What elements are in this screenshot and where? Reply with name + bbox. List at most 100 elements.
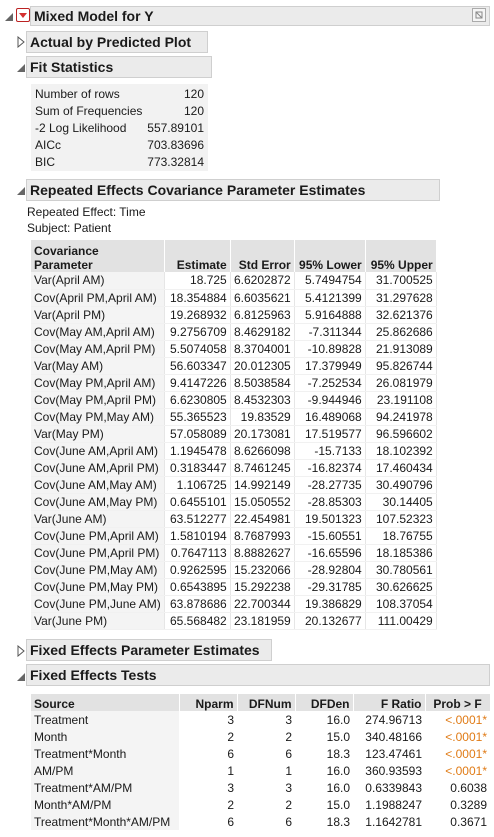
- row-label: Var(May PM): [31, 425, 165, 443]
- cell-value: 8.4629182: [230, 323, 295, 341]
- cell-value: -7.252534: [294, 374, 366, 392]
- fit-stat-value: 703.83696: [147, 138, 204, 152]
- row-label: Var(April PM): [31, 306, 165, 324]
- row-label: Cov(June PM,April AM): [31, 527, 165, 545]
- cell-value: 9.2756709: [164, 323, 231, 341]
- cell-value: 5.4121399: [294, 289, 366, 307]
- cell-value: -29.31785: [294, 578, 366, 596]
- table-row: Month 2 2 15.0 340.48166 <.0001*: [31, 728, 490, 745]
- fixed-effects-tests-toggle[interactable]: [16, 669, 26, 687]
- column-header[interactable]: 95% Lower: [294, 240, 366, 272]
- cell-value: 111.00429: [365, 612, 437, 630]
- row-label: Cov(June AM,April AM): [31, 442, 165, 460]
- column-header[interactable]: F Ratio: [353, 694, 426, 711]
- cell-value: 55.365523: [164, 408, 231, 426]
- fixed-effects-tests-title[interactable]: Fixed Effects Tests: [30, 667, 157, 683]
- cell-value: 19.268932: [164, 306, 231, 324]
- fixed-effects-tests-table: Source Nparm DFNum DFDen F Ratio Prob > F Tre…: [31, 694, 491, 830]
- cell-value: 123.47461: [365, 746, 422, 761]
- cell-value: 340.48166: [365, 729, 422, 744]
- column-header[interactable]: Prob > F: [425, 694, 491, 711]
- cell-value: 21.913089: [365, 340, 437, 358]
- cell-value: 2: [227, 729, 234, 744]
- covariance-table: Covariance Parameter Estimate Std Error 95%…: [31, 240, 437, 630]
- column-header[interactable]: Estimate: [164, 240, 231, 272]
- row-label: Var(May AM): [31, 357, 165, 375]
- cell-value: 15.0: [326, 797, 350, 812]
- table-row: Cov(June PM,April AM) 1.5810194 8.7687993-…: [31, 527, 437, 545]
- pin-icon[interactable]: [472, 8, 486, 22]
- fixed-effects-params-toggle[interactable]: [16, 644, 26, 662]
- cell-value: 16.489068: [294, 408, 366, 426]
- cell-value: 15.0: [326, 729, 350, 744]
- column-header[interactable]: Source: [31, 694, 180, 711]
- red-hotspot-triangle-icon: [19, 13, 27, 18]
- cell-value: 1: [227, 763, 234, 778]
- cell-value: 6.8125963: [230, 306, 295, 324]
- fixed-effects-tests-bar[interactable]: [26, 664, 490, 686]
- actual-by-predicted-title[interactable]: Actual by Predicted Plot: [30, 34, 192, 50]
- report-outline-toggle[interactable]: [4, 9, 14, 27]
- table-row: Cov(June AM,May AM) 1.106725 14.992149 -28.…: [31, 476, 437, 494]
- row-label: Cov(May PM,April AM): [31, 374, 165, 392]
- cell-value: 6: [285, 746, 292, 761]
- fit-statistics-title[interactable]: Fit Statistics: [30, 59, 114, 75]
- cell-value: 23.181959: [230, 612, 295, 630]
- cell-value: 6.6230805: [164, 391, 231, 409]
- cell-value: 20.012305: [230, 357, 295, 375]
- cell-value: 1.1642781: [365, 814, 422, 829]
- row-label: Var(June PM): [31, 612, 165, 630]
- cell-value: 8.7461245: [230, 459, 295, 477]
- red-menu-button[interactable]: [16, 8, 30, 22]
- cell-value: 8.3704001: [230, 340, 295, 358]
- cell-value: 9.4147226: [164, 374, 231, 392]
- cell-value: 19.386829: [294, 595, 366, 613]
- cell-value: 30.490796: [365, 476, 437, 494]
- row-label: Treatment: [31, 711, 179, 728]
- cell-value: 17.460434: [365, 459, 437, 477]
- table-row: Var(April PM) 19.268932 6.8125963 5.9164888…: [31, 306, 437, 324]
- repeated-effects-title[interactable]: Repeated Effects Covariance Parameter Es…: [30, 182, 366, 198]
- cell-value: 8.8882627: [230, 544, 295, 562]
- fit-statistics-toggle[interactable]: [16, 60, 26, 78]
- fixed-effects-params-title[interactable]: Fixed Effects Parameter Estimates: [30, 642, 260, 658]
- fit-stat-label: Sum of Frequencies: [35, 104, 143, 118]
- table-row: Cov(June AM,April PM) 0.3183447 8.7461245-…: [31, 459, 437, 477]
- table-row: Treatment*AM/PM 3 3 16.0 0.6339843 0.6038: [31, 779, 490, 796]
- repeated-effects-toggle[interactable]: [16, 183, 26, 201]
- cell-value: 6: [285, 814, 292, 829]
- column-header[interactable]: Covariance Parameter: [31, 240, 165, 272]
- actual-by-predicted-bar[interactable]: [26, 31, 208, 53]
- fit-stat-label: Number of rows: [35, 87, 120, 101]
- column-header[interactable]: Std Error: [230, 240, 295, 272]
- cell-value: -28.92804: [294, 561, 366, 579]
- actual-by-predicted-toggle[interactable]: [16, 35, 26, 53]
- fixed-effects-params-bar[interactable]: [26, 639, 272, 661]
- fit-stat-value: 557.89101: [147, 121, 204, 135]
- cell-value: 20.173081: [230, 425, 295, 443]
- cell-value: 63.878686: [164, 595, 231, 613]
- column-header[interactable]: DFNum: [237, 694, 296, 711]
- cell-value: 19.83529: [230, 408, 295, 426]
- row-label: Cov(May AM,April AM): [31, 323, 165, 341]
- cell-value: -28.85303: [294, 493, 366, 511]
- row-label: Treatment*Month*AM/PM: [31, 813, 179, 830]
- cell-value: 15.050552: [230, 493, 295, 511]
- cell-value: 3: [285, 780, 292, 795]
- column-header[interactable]: Nparm: [179, 694, 238, 711]
- column-header[interactable]: DFDen: [295, 694, 354, 711]
- table-row: Treatment 3 3 16.0 274.96713 <.0001*: [31, 711, 490, 728]
- cell-value: 0.6339843: [365, 780, 422, 795]
- fit-stat-value: 120: [183, 104, 204, 118]
- table-row: Cov(May AM,April PM) 5.5074058 8.3704001 -1…: [31, 340, 437, 358]
- row-label: Treatment*Month: [31, 745, 179, 762]
- cell-value: -16.82374: [294, 459, 366, 477]
- cell-value: 94.241978: [365, 408, 437, 426]
- fit-statistics-bar[interactable]: [26, 56, 212, 78]
- row-label: Var(April AM): [31, 272, 165, 290]
- cell-value: 30.14405: [365, 493, 437, 511]
- table-row: Var(April AM) 18.725 6.6202872 5.7494754 31.…: [31, 272, 437, 290]
- column-header[interactable]: 95% Upper: [365, 240, 437, 272]
- table-row: Cov(June AM,April AM) 1.1945478 8.6266098-…: [31, 442, 437, 460]
- repeated-effects-bar[interactable]: [26, 179, 440, 201]
